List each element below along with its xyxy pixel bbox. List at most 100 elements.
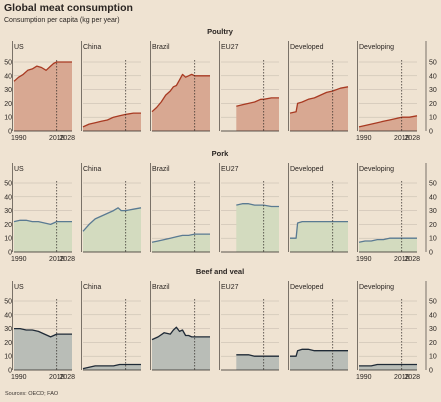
region-label-poultry-developing: Developing: [359, 44, 394, 51]
series-line-pork-developed: [290, 220, 348, 239]
series-area-beef-and-veal-china: [83, 364, 141, 370]
y-tick-right-beef-and-veal: 30: [429, 326, 437, 333]
chart-subtitle: Consumption per capita (kg per year): [4, 17, 120, 24]
region-label-pork-brazil: Brazil: [152, 166, 170, 173]
series-line-beef-and-veal-eu27: [236, 354, 279, 357]
y-tick-left-beef-and-veal: 10: [4, 354, 12, 361]
panel-title-poultry: Poultry: [207, 27, 234, 36]
y-tick-left-beef-and-veal: 30: [4, 326, 12, 333]
y-tick-left-pork: 50: [4, 181, 12, 188]
region-label-poultry-developed: Developed: [290, 44, 324, 51]
y-tick-left-poultry: 10: [4, 115, 12, 122]
region-label-pork-china: China: [83, 166, 101, 173]
series-area-poultry-us: [14, 62, 72, 131]
x-tick-poultry-developing: 2018: [394, 135, 410, 142]
y-tick-left-pork: 10: [4, 236, 12, 243]
region-label-beef-and-veal-developed: Developed: [290, 284, 324, 291]
series-area-pork-developed: [290, 221, 348, 252]
series-area-beef-and-veal-brazil: [152, 327, 210, 370]
y-tick-left-poultry: 40: [4, 73, 12, 80]
y-tick-right-poultry: 40: [429, 73, 437, 80]
region-label-poultry-china: China: [83, 44, 101, 51]
region-label-pork-developing: Developing: [359, 166, 394, 173]
y-tick-right-pork: 30: [429, 208, 437, 215]
y-tick-left-beef-and-veal: 40: [4, 312, 12, 319]
x-tick-poultry-us: 2018: [49, 135, 65, 142]
series-line-poultry-us: [13, 61, 72, 82]
y-tick-right-poultry: 20: [429, 101, 437, 108]
y-tick-right-beef-and-veal: 50: [429, 299, 437, 306]
series-area-pork-china: [83, 207, 141, 252]
series-line-poultry-brazil: [151, 73, 210, 113]
x-tick-pork-developing: 1990: [356, 256, 372, 263]
region-label-pork-developed: Developed: [290, 166, 324, 173]
y-tick-right-pork: 50: [429, 181, 437, 188]
x-tick-poultry-developing: 1990: [356, 135, 372, 142]
y-tick-right-pork: 20: [429, 222, 437, 229]
y-tick-left-beef-and-veal: 50: [4, 299, 12, 306]
y-tick-left-beef-and-veal: 0: [8, 368, 12, 375]
panel-title-pork: Pork: [212, 149, 230, 158]
region-label-poultry-brazil: Brazil: [152, 44, 170, 51]
panel-title-beef-and-veal: Beef and veal: [196, 267, 244, 276]
region-label-beef-and-veal-china: China: [83, 284, 101, 291]
series-area-pork-developing: [359, 238, 417, 252]
series-area-poultry-developing: [359, 115, 417, 131]
x-tick-beef-and-veal-us: 2018: [49, 374, 65, 381]
region-label-beef-and-veal-brazil: Brazil: [152, 284, 170, 291]
source-note: Sources: OECD; FAO: [5, 391, 59, 397]
x-tick-beef-and-veal-us: 2028: [59, 374, 75, 381]
series-area-poultry-eu27: [236, 97, 279, 131]
y-tick-right-poultry: 50: [429, 60, 437, 67]
x-tick-beef-and-veal-developing: 2018: [394, 374, 410, 381]
y-tick-left-beef-and-veal: 20: [4, 340, 12, 347]
y-tick-right-beef-and-veal: 40: [429, 312, 437, 319]
series-area-poultry-developed: [290, 86, 348, 131]
x-tick-beef-and-veal-us: 1990: [11, 374, 27, 381]
region-label-beef-and-veal-eu27: EU27: [221, 284, 239, 291]
series-line-pork-us: [13, 219, 72, 226]
y-tick-left-poultry: 20: [4, 101, 12, 108]
series-area-beef-and-veal-us: [14, 328, 72, 370]
y-tick-right-beef-and-veal: 0: [429, 368, 433, 375]
series-area-poultry-brazil: [152, 74, 210, 131]
series-line-poultry-china: [82, 112, 141, 128]
series-area-poultry-china: [83, 113, 141, 131]
y-tick-right-beef-and-veal: 10: [429, 354, 437, 361]
series-line-poultry-developing: [358, 115, 418, 128]
series-line-poultry-developed: [289, 86, 349, 114]
series-line-beef-and-veal-china: [82, 363, 141, 370]
x-tick-beef-and-veal-developing: 2028: [404, 374, 420, 381]
series-line-beef-and-veal-us: [14, 327, 72, 338]
y-tick-left-poultry: 30: [4, 87, 12, 94]
y-tick-right-poultry: 10: [429, 115, 437, 122]
x-tick-pork-developing: 2018: [394, 256, 410, 263]
y-tick-left-poultry: 0: [8, 129, 12, 136]
y-tick-right-poultry: 30: [429, 87, 437, 94]
y-tick-right-beef-and-veal: 20: [429, 340, 437, 347]
y-tick-right-poultry: 0: [429, 129, 433, 136]
region-label-pork-eu27: EU27: [221, 166, 239, 173]
region-label-poultry-eu27: EU27: [221, 44, 239, 51]
x-tick-poultry-us: 2028: [59, 135, 75, 142]
series-line-poultry-eu27: [236, 97, 279, 107]
y-tick-left-pork: 0: [8, 250, 12, 257]
region-label-pork-us: US: [14, 166, 24, 173]
y-tick-left-poultry: 50: [4, 60, 12, 67]
series-line-pork-brazil: [151, 233, 210, 243]
y-tick-left-pork: 40: [4, 194, 12, 201]
x-tick-poultry-developing: 2028: [404, 135, 420, 142]
y-tick-left-pork: 20: [4, 222, 12, 229]
series-line-beef-and-veal-developing: [359, 363, 417, 367]
series-line-beef-and-veal-developed: [290, 348, 348, 357]
series-area-beef-and-veal-eu27: [236, 354, 279, 370]
y-tick-left-pork: 30: [4, 208, 12, 215]
series-line-pork-eu27: [236, 203, 279, 208]
x-tick-pork-us: 2018: [49, 256, 65, 263]
chart-title: Global meat consumption: [4, 2, 133, 14]
series-area-pork-brazil: [152, 234, 210, 252]
region-label-beef-and-veal-us: US: [14, 284, 24, 291]
y-tick-right-pork: 40: [429, 194, 437, 201]
